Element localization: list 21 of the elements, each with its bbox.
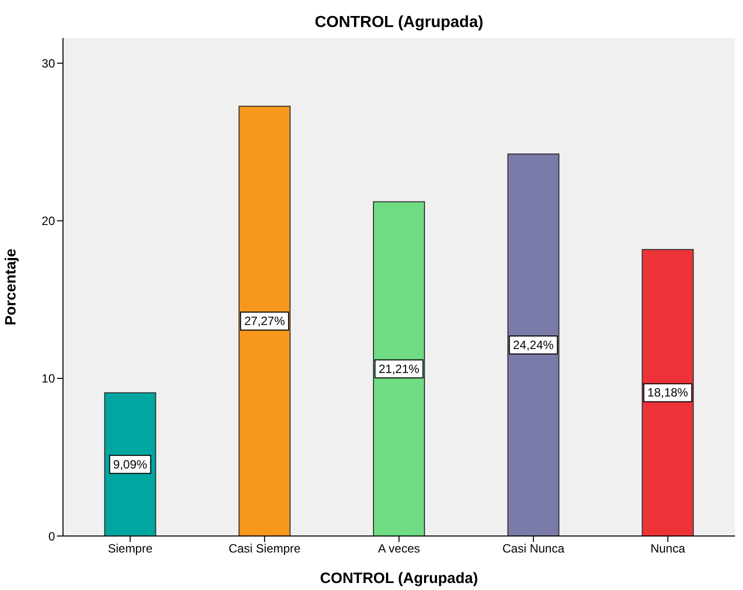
y-axis-title: Porcentaje	[2, 248, 20, 326]
y-tick-label: 0	[48, 529, 56, 544]
chart-title: CONTROL (Agrupada)	[314, 14, 484, 32]
bar	[372, 201, 425, 536]
x-tick-label: Casi Nunca	[502, 542, 565, 556]
x-tick-label: Siempre	[108, 542, 153, 556]
bar	[238, 106, 291, 536]
data-label: 9,09%	[113, 457, 148, 472]
bar	[642, 248, 694, 536]
x-tick-label: A veces	[378, 542, 420, 556]
data-label: 27,27%	[244, 314, 286, 328]
x-axis-title: CONTROL (Agrupada)	[318, 570, 480, 587]
x-tick-label: Casi Siempre	[228, 542, 301, 556]
data-label: 18,18%	[647, 386, 688, 400]
data-label: 21,21%	[378, 362, 420, 376]
data-label: 24,24%	[513, 338, 554, 352]
bar	[507, 153, 560, 536]
y-tick-label: 20	[42, 214, 56, 228]
y-tick-label: 10	[42, 372, 56, 386]
x-tick-label: Nunca	[650, 542, 686, 556]
y-tick-label: 30	[42, 56, 56, 70]
